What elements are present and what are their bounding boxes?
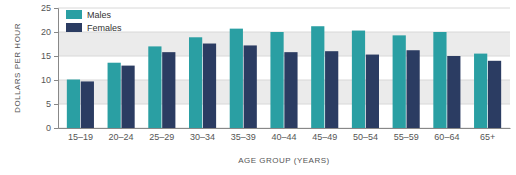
y-tick-label: 0 xyxy=(46,123,51,133)
legend-swatch xyxy=(66,10,82,19)
y-tick: 0 xyxy=(46,123,58,133)
legend: Males Females xyxy=(66,10,122,33)
x-tick: 50–54 xyxy=(353,128,378,142)
bar xyxy=(148,46,161,128)
bar xyxy=(433,32,446,128)
legend-item: Males xyxy=(66,10,112,20)
x-tick: 60–64 xyxy=(434,128,459,142)
x-tick: 20–24 xyxy=(109,128,134,142)
y-axis: 0 5 10 15 20 25 xyxy=(41,3,59,133)
y-tick-label: 10 xyxy=(41,75,51,85)
bar xyxy=(230,29,243,128)
bar xyxy=(121,66,134,128)
y-tick-label: 15 xyxy=(41,51,51,61)
y-tick-mark xyxy=(54,80,58,81)
x-axis-line xyxy=(59,128,511,129)
y-tick-mark xyxy=(54,128,58,129)
x-tick-label: 35–39 xyxy=(231,132,256,142)
y-tick: 10 xyxy=(41,75,58,85)
chart-container: 0 5 10 15 20 25 15–19 20–24 25–29 30–34 35–39 40–44… xyxy=(0,0,516,175)
bar xyxy=(244,45,257,128)
x-axis: 15–19 20–24 25–29 30–34 35–39 40–44 45–49 50–54… xyxy=(59,128,511,142)
bar xyxy=(284,52,297,128)
y-tick-mark xyxy=(54,8,58,9)
bar xyxy=(108,63,121,128)
bar xyxy=(352,31,365,128)
x-tick-label: 20–24 xyxy=(109,132,134,142)
legend-swatch xyxy=(66,23,82,32)
y-tick-label: 5 xyxy=(46,99,51,109)
legend-label: Females xyxy=(87,23,122,33)
y-tick: 25 xyxy=(41,3,58,13)
x-tick-label: 50–54 xyxy=(353,132,378,142)
chart-svg: 0 5 10 15 20 25 15–19 20–24 25–29 30–34 35–39 40–44… xyxy=(0,0,516,175)
bar xyxy=(325,51,338,128)
grid-line xyxy=(58,8,510,9)
x-tick: 55–59 xyxy=(394,128,419,142)
y-tick-mark xyxy=(54,32,58,33)
x-axis-title: AGE GROUP (YEARS) xyxy=(238,156,329,165)
bar xyxy=(311,26,324,128)
y-tick-mark xyxy=(54,56,58,57)
bar xyxy=(81,81,94,128)
bar xyxy=(488,61,501,128)
x-tick: 40–44 xyxy=(271,128,296,142)
plot: 0 5 10 15 20 25 15–19 20–24 25–29 30–34 35–39 40–44… xyxy=(41,3,511,142)
x-tick: 25–29 xyxy=(149,128,174,142)
x-tick: 45–49 xyxy=(312,128,337,142)
grid xyxy=(58,8,510,128)
y-tick: 20 xyxy=(41,27,58,37)
x-tick-label: 25–29 xyxy=(149,132,174,142)
bar xyxy=(203,44,216,128)
bar xyxy=(447,56,460,128)
x-tick-label: 30–34 xyxy=(190,132,215,142)
x-tick: 35–39 xyxy=(231,128,256,142)
bar xyxy=(162,52,175,128)
x-tick-label: 15–19 xyxy=(68,132,93,142)
x-tick: 65+ xyxy=(480,128,495,142)
bar xyxy=(270,32,283,128)
y-axis-title: DOLLARS PER HOUR xyxy=(13,23,22,113)
y-axis-line xyxy=(54,9,59,129)
x-tick-label: 60–64 xyxy=(434,132,459,142)
x-tick-label: 40–44 xyxy=(271,132,296,142)
x-tick-label: 45–49 xyxy=(312,132,337,142)
y-tick: 5 xyxy=(46,99,58,109)
bar xyxy=(67,80,80,128)
y-tick-mark xyxy=(54,104,58,105)
bar xyxy=(474,54,487,128)
x-tick: 15–19 xyxy=(68,128,93,142)
y-tick-label: 20 xyxy=(41,27,51,37)
y-tick: 15 xyxy=(41,51,58,61)
bar xyxy=(393,35,406,128)
bar xyxy=(366,55,379,128)
legend-item: Females xyxy=(66,23,122,33)
bars xyxy=(67,26,501,128)
x-tick: 30–34 xyxy=(190,128,215,142)
bar xyxy=(407,50,420,128)
y-tick-label: 25 xyxy=(41,3,51,13)
legend-label: Males xyxy=(87,10,112,20)
x-tick-label: 65+ xyxy=(480,132,495,142)
bar xyxy=(189,37,202,128)
x-tick-label: 55–59 xyxy=(394,132,419,142)
